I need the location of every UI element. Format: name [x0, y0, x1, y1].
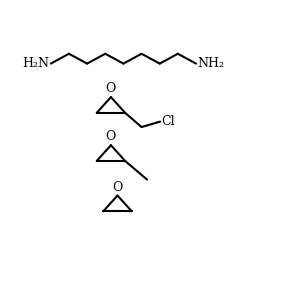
Text: O: O	[106, 82, 116, 95]
Text: O: O	[112, 181, 123, 194]
Text: H₂N: H₂N	[22, 57, 49, 70]
Text: Cl: Cl	[161, 115, 175, 128]
Text: NH₂: NH₂	[198, 57, 225, 70]
Text: O: O	[106, 130, 116, 143]
